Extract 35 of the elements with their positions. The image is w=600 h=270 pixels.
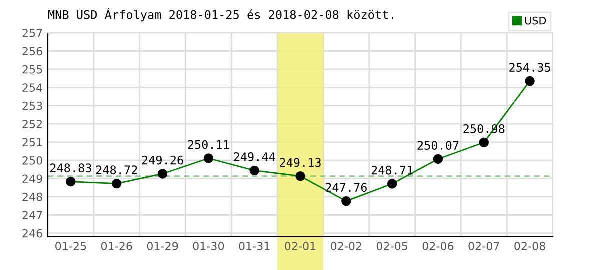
data-label: 250.11	[188, 140, 230, 150]
y-tick-label: 246	[22, 229, 42, 238]
x-tick-label: 02-02	[331, 242, 362, 250]
x-tick-label: 02-01	[285, 242, 316, 250]
x-tick-label: 01-29	[147, 242, 178, 250]
x-tick-label: 02-07	[468, 242, 500, 250]
y-tick-label: 256	[22, 47, 42, 56]
data-label: 250.07	[418, 141, 459, 150]
x-tick-label: 02-05	[376, 242, 408, 250]
data-label: 248.83	[50, 164, 92, 173]
y-tick-label: 252	[22, 120, 42, 128]
data-label: 247.76	[326, 183, 367, 192]
data-label: 248.72	[96, 166, 138, 175]
y-tick-label: 253	[22, 102, 42, 110]
data-label: 249.44	[234, 152, 276, 162]
y-tick-label: 251	[22, 138, 42, 147]
legend-label: USD	[525, 16, 546, 25]
y-tick-label: 257	[22, 28, 42, 38]
x-tick-label: 02-06	[422, 242, 454, 250]
y-tick-label: 255	[22, 65, 42, 74]
x-tick-label: 01-26	[101, 242, 132, 250]
data-label: 248.71	[372, 166, 413, 175]
y-tick-label: 250	[22, 156, 42, 165]
y-tick-label: 248	[22, 192, 42, 202]
data-label: 249.13	[280, 158, 321, 168]
x-tick-label: 02-08	[514, 242, 546, 250]
data-label: 254.35	[510, 63, 550, 72]
x-tick-label: 01-30	[193, 242, 224, 250]
y-tick-label: 247	[22, 211, 42, 220]
data-label: 249.26	[142, 156, 184, 165]
x-tick-label: 01-31	[239, 242, 270, 250]
chart-title: MNB USD Árfolyam 2018-01-25 és 2018-02-08 között.	[48, 8, 394, 22]
y-tick-label: 254	[22, 84, 43, 92]
y-tick-label: 249	[22, 174, 42, 184]
x-tick-label: 01-25	[56, 242, 86, 250]
